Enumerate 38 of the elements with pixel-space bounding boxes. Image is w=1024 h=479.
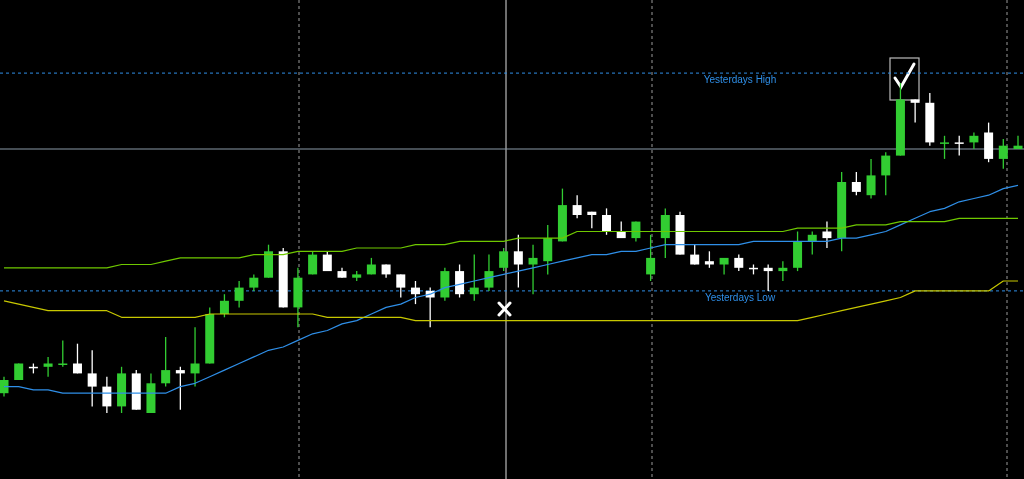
candlestick [484, 253, 494, 292]
candlestick [954, 135, 964, 157]
candlestick [219, 293, 229, 318]
candlestick [998, 138, 1008, 170]
candlestick [969, 131, 979, 150]
candlestick [469, 253, 479, 302]
candlestick [161, 336, 171, 388]
candlestick [43, 356, 53, 378]
candlestick [499, 247, 509, 272]
candlestick [763, 263, 773, 292]
candlestick [1013, 135, 1023, 150]
ref-line-label: Yesterdays Low [704, 291, 776, 303]
candlestick [602, 207, 612, 236]
candlestick [0, 376, 9, 398]
candlestick [807, 230, 817, 256]
candlestick [660, 207, 670, 259]
candlestick [778, 260, 788, 282]
candlestick [851, 171, 861, 196]
candlestick [234, 280, 244, 309]
candlestick [881, 151, 891, 196]
candlestick [543, 224, 553, 276]
ref-line-label: Yesterdays High [703, 74, 777, 86]
candlestick [572, 194, 582, 219]
candlestick [102, 376, 112, 414]
candlestick [175, 366, 185, 411]
candlestick [513, 234, 523, 289]
candlestick [87, 349, 97, 408]
candlestick [410, 280, 420, 305]
candlestick [396, 273, 406, 299]
candlestick [455, 263, 465, 299]
candlestick [866, 158, 876, 200]
candlestick [940, 135, 950, 160]
candlestick [646, 234, 656, 282]
candlestick [190, 326, 200, 388]
candlestick [72, 343, 82, 375]
candlestick [528, 244, 538, 295]
candlestick [822, 220, 832, 249]
candlestick [690, 244, 700, 266]
